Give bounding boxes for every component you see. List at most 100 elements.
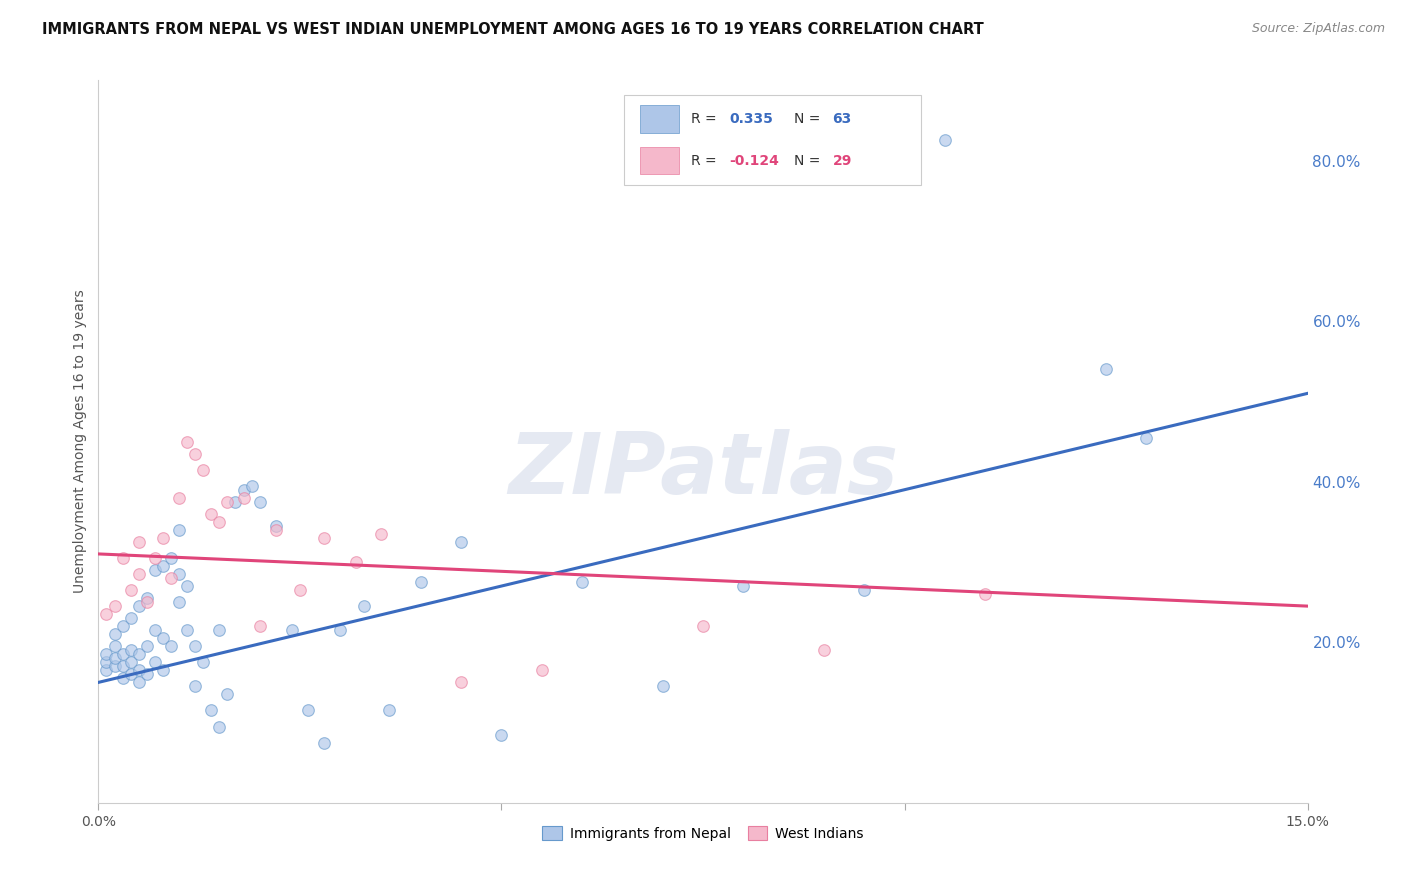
Point <box>143 563 166 577</box>
Point <box>184 680 207 694</box>
Point <box>135 639 157 653</box>
Point <box>208 719 231 733</box>
Point <box>96 607 118 621</box>
Point <box>314 531 336 545</box>
Point <box>240 478 263 492</box>
Point <box>1095 362 1118 376</box>
Point <box>103 651 125 665</box>
Point <box>217 494 239 508</box>
Point <box>571 574 593 589</box>
Point <box>143 623 166 637</box>
Point <box>111 550 134 566</box>
Point <box>143 550 166 566</box>
Point <box>128 648 150 662</box>
Point <box>344 555 367 569</box>
Point <box>297 703 319 717</box>
Point <box>314 735 336 749</box>
FancyBboxPatch shape <box>640 105 679 133</box>
Text: -0.124: -0.124 <box>730 153 779 168</box>
Legend: Immigrants from Nepal, West Indians: Immigrants from Nepal, West Indians <box>537 821 869 847</box>
Point <box>530 664 553 678</box>
Point <box>184 446 207 460</box>
Point <box>264 523 287 537</box>
Text: IMMIGRANTS FROM NEPAL VS WEST INDIAN UNEMPLOYMENT AMONG AGES 16 TO 19 YEARS CORR: IMMIGRANTS FROM NEPAL VS WEST INDIAN UNE… <box>42 22 984 37</box>
Point <box>120 667 142 681</box>
Point <box>176 579 198 593</box>
Point <box>450 534 472 549</box>
Point <box>813 643 835 657</box>
Point <box>152 632 174 646</box>
FancyBboxPatch shape <box>640 147 679 175</box>
Point <box>853 583 876 598</box>
Point <box>249 494 271 508</box>
Point <box>152 531 174 545</box>
Point <box>128 534 150 549</box>
Point <box>232 483 254 497</box>
Point <box>193 462 215 476</box>
Point <box>450 675 472 690</box>
Point <box>96 655 118 669</box>
Text: N =: N = <box>793 153 824 168</box>
Point <box>934 133 956 147</box>
Point <box>160 571 183 585</box>
Point <box>281 623 304 637</box>
Text: 29: 29 <box>832 153 852 168</box>
Point <box>232 491 254 505</box>
Point <box>370 526 392 541</box>
Point <box>288 583 311 598</box>
Point <box>491 728 513 742</box>
Point <box>135 595 157 609</box>
Point <box>167 491 190 505</box>
Point <box>120 583 142 598</box>
Point <box>120 643 142 657</box>
Point <box>160 550 183 566</box>
Text: Source: ZipAtlas.com: Source: ZipAtlas.com <box>1251 22 1385 36</box>
Point <box>176 434 198 449</box>
Text: ZIPatlas: ZIPatlas <box>508 429 898 512</box>
Point <box>128 599 150 614</box>
Text: 63: 63 <box>832 112 852 126</box>
Point <box>160 639 183 653</box>
Point <box>1135 430 1157 444</box>
Text: R =: R = <box>690 112 721 126</box>
Point <box>135 667 157 681</box>
Point <box>176 623 198 637</box>
Point <box>200 507 222 521</box>
Point <box>249 619 271 633</box>
Point <box>120 655 142 669</box>
Point <box>111 619 134 633</box>
Point <box>692 619 714 633</box>
Point <box>167 567 190 582</box>
Point <box>353 599 375 614</box>
Point <box>200 703 222 717</box>
Point <box>128 567 150 582</box>
Point <box>733 579 755 593</box>
Point <box>120 611 142 625</box>
Point <box>217 687 239 701</box>
Text: N =: N = <box>793 112 824 126</box>
Point <box>974 587 997 601</box>
Point <box>208 515 231 529</box>
Point <box>143 655 166 669</box>
Point <box>152 664 174 678</box>
Point <box>409 574 432 589</box>
Point <box>103 627 125 641</box>
Point <box>377 703 399 717</box>
Point <box>111 659 134 673</box>
Point <box>224 494 246 508</box>
Text: R =: R = <box>690 153 721 168</box>
Point <box>329 623 352 637</box>
Point <box>167 523 190 537</box>
Point <box>96 664 118 678</box>
Y-axis label: Unemployment Among Ages 16 to 19 years: Unemployment Among Ages 16 to 19 years <box>73 290 87 593</box>
Point <box>135 591 157 605</box>
Point <box>103 659 125 673</box>
FancyBboxPatch shape <box>624 95 921 185</box>
Point <box>111 671 134 685</box>
Point <box>103 639 125 653</box>
Point <box>651 680 673 694</box>
Point <box>128 675 150 690</box>
Point <box>111 648 134 662</box>
Text: 0.335: 0.335 <box>730 112 773 126</box>
Point <box>128 664 150 678</box>
